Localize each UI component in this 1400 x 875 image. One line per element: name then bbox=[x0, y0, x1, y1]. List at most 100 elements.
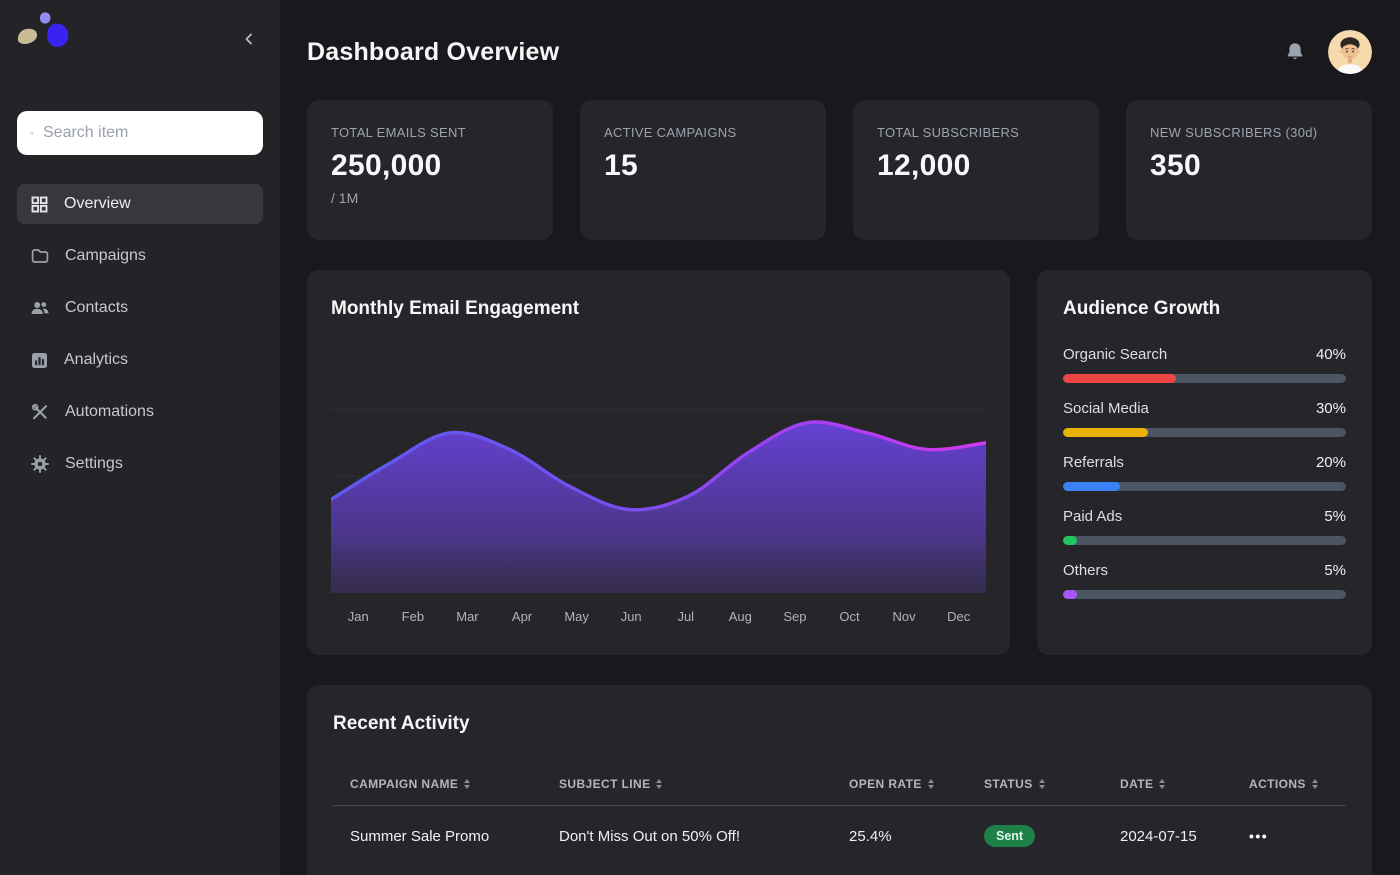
audience-percent: 40% bbox=[1315, 346, 1346, 363]
x-tick: Jan bbox=[347, 609, 369, 624]
audience-percent: 30% bbox=[1315, 400, 1346, 417]
table-row[interactable]: Summer Sale Promo Don't Miss Out on 50% … bbox=[333, 806, 1346, 866]
audience-row-social-media: Social Media 30% bbox=[1063, 400, 1346, 437]
audience-percent: 20% bbox=[1315, 454, 1346, 471]
stat-label: TOTAL SUBSCRIBERS bbox=[877, 125, 1020, 140]
stat-label: TOTAL EMAILS SENT bbox=[331, 125, 466, 140]
tools-icon bbox=[31, 403, 48, 420]
audience-row-referrals: Referrals 20% bbox=[1063, 454, 1346, 491]
cell-campaign-name: Summer Sale Promo bbox=[350, 827, 490, 845]
progress-fill bbox=[1063, 482, 1120, 491]
progress-fill bbox=[1063, 374, 1177, 383]
stat-label: ACTIVE CAMPAIGNS bbox=[604, 125, 737, 140]
charts-row: Monthly Email Engagement bbox=[307, 270, 1372, 655]
stat-value: 15 bbox=[604, 149, 638, 182]
x-tick: Jun bbox=[620, 609, 642, 624]
table-title: Recent Activity bbox=[333, 713, 470, 734]
x-tick: Feb bbox=[401, 609, 425, 624]
users-icon bbox=[31, 302, 49, 314]
sort-icon bbox=[927, 779, 934, 789]
area-chart bbox=[331, 408, 986, 593]
stat-card-active-campaigns: ACTIVE CAMPAIGNS 15 bbox=[580, 100, 826, 240]
sort-icon bbox=[656, 779, 663, 789]
audience-label: Others bbox=[1063, 562, 1109, 579]
column-header-open-rate[interactable]: OPEN RATE bbox=[849, 777, 984, 791]
x-tick: May bbox=[564, 609, 589, 624]
sidebar-item-settings[interactable]: Settings bbox=[17, 444, 263, 484]
sidebar-item-label: Overview bbox=[64, 195, 131, 212]
app-logo-icon bbox=[17, 12, 69, 47]
sidebar-item-label: Automations bbox=[65, 403, 154, 420]
sidebar-item-contacts[interactable]: Contacts bbox=[17, 288, 263, 328]
gear-icon bbox=[31, 455, 49, 473]
stat-card-new-subscribers: NEW SUBSCRIBERS (30d) 350 bbox=[1126, 100, 1372, 240]
page-header: Dashboard Overview bbox=[307, 30, 1372, 74]
search-box bbox=[17, 111, 263, 155]
x-tick: Oct bbox=[839, 609, 860, 624]
user-avatar[interactable] bbox=[1328, 30, 1372, 74]
engagement-chart-card: Monthly Email Engagement bbox=[307, 270, 1010, 655]
column-header-date[interactable]: DATE bbox=[1120, 777, 1249, 791]
stat-value: 350 bbox=[1150, 149, 1201, 182]
cell-date: 2024-07-15 bbox=[1120, 827, 1197, 845]
chart-x-axis: Jan Feb Mar Apr May Jun Jul Aug Sep Oct … bbox=[331, 609, 986, 624]
progress-fill bbox=[1063, 536, 1078, 545]
main-content: Dashboard Overview bbox=[280, 0, 1400, 875]
sidebar-item-label: Campaigns bbox=[65, 247, 146, 264]
sidebar-item-overview[interactable]: Overview bbox=[17, 184, 263, 224]
avatar-illustration bbox=[1328, 30, 1372, 74]
audience-row-organic-search: Organic Search 40% bbox=[1063, 346, 1346, 383]
audience-growth-card: Audience Growth Organic Search 40% Socia… bbox=[1037, 270, 1372, 655]
sidebar-item-analytics[interactable]: Analytics bbox=[17, 340, 263, 380]
sidebar-item-campaigns[interactable]: Campaigns bbox=[17, 236, 263, 276]
search-icon bbox=[30, 131, 34, 135]
sidebar-item-label: Settings bbox=[65, 455, 123, 472]
row-actions-button[interactable]: ••• bbox=[1249, 828, 1346, 844]
column-header-campaign-name[interactable]: CAMPAIGN NAME bbox=[350, 777, 559, 791]
stat-label: NEW SUBSCRIBERS (30d) bbox=[1150, 125, 1318, 140]
page-title: Dashboard Overview bbox=[307, 37, 560, 66]
x-tick: Sep bbox=[783, 609, 807, 624]
table-header-row: CAMPAIGN NAME SUBJECT LINE OPEN RATE STA… bbox=[333, 777, 1346, 806]
sidebar-collapse-button[interactable] bbox=[236, 26, 262, 52]
sort-icon bbox=[1159, 779, 1166, 789]
sidebar-item-label: Analytics bbox=[64, 351, 129, 368]
sidebar-item-automations[interactable]: Automations bbox=[17, 392, 263, 432]
progress-track bbox=[1063, 482, 1346, 491]
x-tick: Dec bbox=[947, 609, 971, 624]
status-badge: Sent bbox=[984, 825, 1036, 847]
progress-track bbox=[1063, 428, 1346, 437]
sidebar-item-label: Contacts bbox=[65, 299, 129, 316]
sort-icon bbox=[464, 779, 471, 789]
cell-open-rate: 25.4% bbox=[849, 827, 892, 845]
x-tick: Mar bbox=[456, 609, 479, 624]
notifications-button[interactable] bbox=[1284, 41, 1306, 63]
audience-row-paid-ads: Paid Ads 5% bbox=[1063, 508, 1346, 545]
recent-activity-card: Recent Activity CAMPAIGN NAME SUBJECT LI… bbox=[307, 685, 1372, 875]
audience-row-others: Others 5% bbox=[1063, 562, 1346, 599]
audience-percent: 5% bbox=[1324, 508, 1346, 525]
audience-label: Social Media bbox=[1063, 400, 1149, 417]
sidebar-nav: Overview Campaigns Contacts A bbox=[17, 184, 263, 484]
stats-row: TOTAL EMAILS SENT 250,000 / 1M ACTIVE CA… bbox=[307, 100, 1372, 240]
progress-track bbox=[1063, 536, 1346, 545]
chart-line bbox=[331, 420, 986, 512]
x-tick: Aug bbox=[728, 609, 752, 624]
bar-chart-icon bbox=[32, 352, 47, 368]
progress-track bbox=[1063, 590, 1346, 599]
cell-subject-line: Don't Miss Out on 50% Off! bbox=[559, 827, 740, 845]
sidebar: Overview Campaigns Contacts A bbox=[0, 0, 280, 875]
audience-label: Referrals bbox=[1063, 454, 1124, 471]
column-header-status[interactable]: STATUS bbox=[984, 777, 1120, 791]
progress-fill bbox=[1063, 590, 1078, 599]
stat-sub: / 1M bbox=[331, 190, 359, 206]
bell-icon bbox=[1287, 43, 1303, 60]
column-header-subject-line[interactable]: SUBJECT LINE bbox=[559, 777, 849, 791]
audience-title: Audience Growth bbox=[1063, 298, 1221, 319]
stat-card-total-emails: TOTAL EMAILS SENT 250,000 / 1M bbox=[307, 100, 553, 240]
column-header-actions[interactable]: ACTIONS bbox=[1249, 777, 1346, 791]
audience-percent: 5% bbox=[1324, 562, 1346, 579]
grid-icon bbox=[31, 196, 48, 212]
search-input[interactable] bbox=[43, 124, 250, 142]
header-actions bbox=[1284, 30, 1372, 74]
